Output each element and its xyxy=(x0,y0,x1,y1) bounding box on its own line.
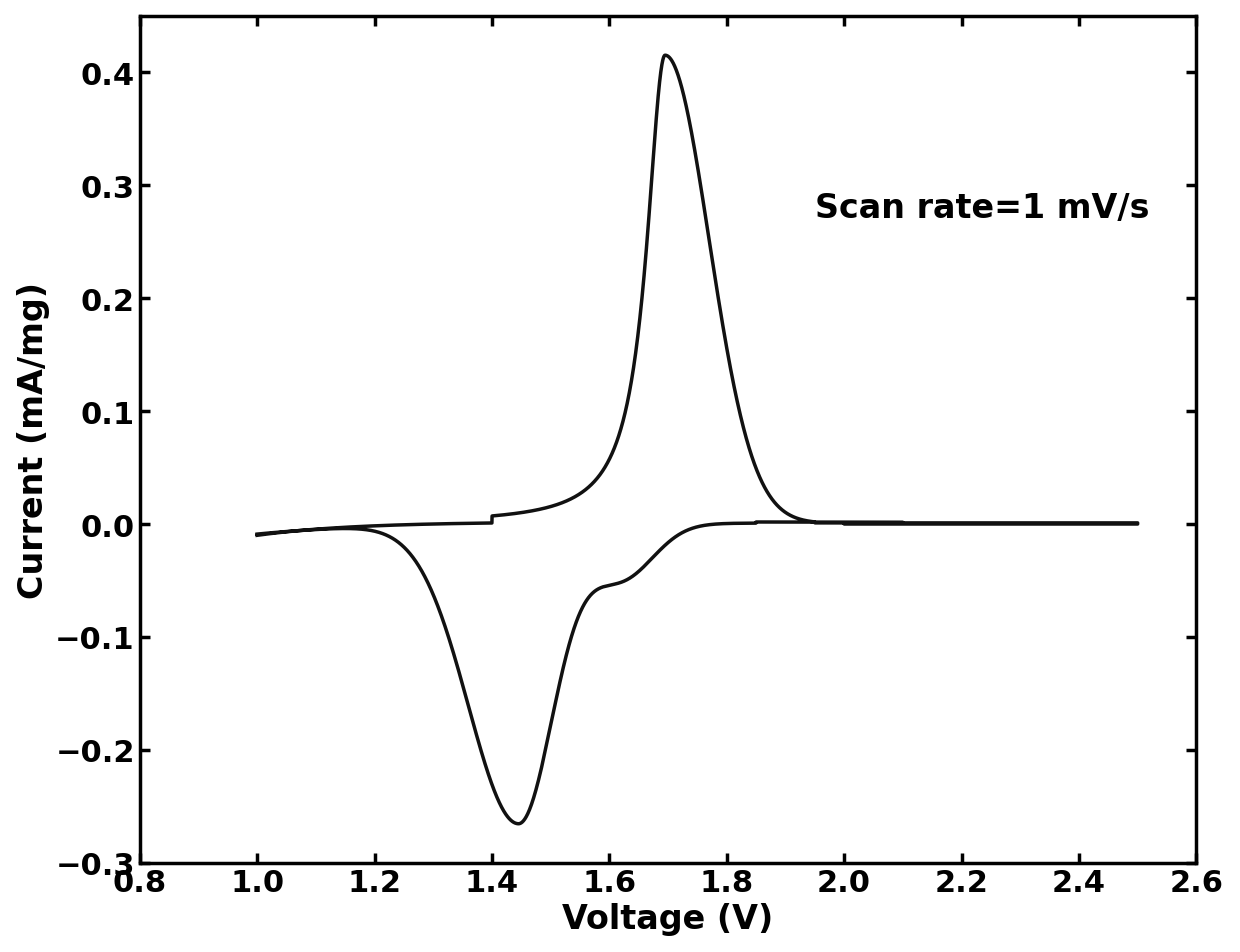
Text: Scan rate=1 mV/s: Scan rate=1 mV/s xyxy=(815,191,1149,225)
X-axis label: Voltage (V): Voltage (V) xyxy=(563,902,774,936)
Y-axis label: Current (mA/mg): Current (mA/mg) xyxy=(16,282,50,598)
